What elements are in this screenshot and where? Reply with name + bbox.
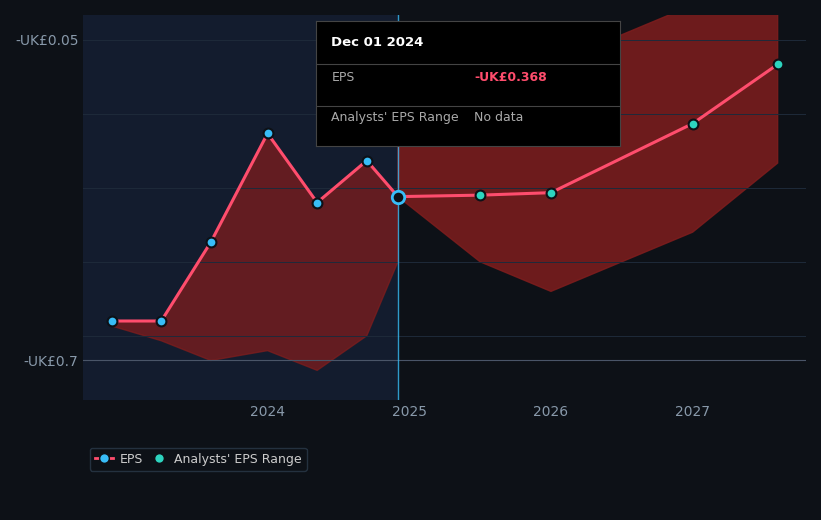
Point — [686, 120, 699, 128]
Legend: EPS, Analysts' EPS Range: EPS, Analysts' EPS Range — [89, 448, 307, 471]
Text: Analysts' EPS Range: Analysts' EPS Range — [331, 111, 459, 124]
Point — [154, 317, 167, 325]
Point — [204, 238, 218, 246]
Point — [544, 189, 557, 197]
Point — [771, 60, 784, 69]
Point — [261, 129, 274, 138]
Polygon shape — [112, 134, 398, 370]
Text: EPS: EPS — [331, 71, 355, 84]
Text: No data: No data — [474, 111, 524, 124]
Text: Actual: Actual — [349, 24, 391, 37]
Bar — [84, 15, 398, 400]
Polygon shape — [398, 0, 777, 291]
Text: Analysts Forecasts: Analysts Forecasts — [405, 24, 529, 37]
Text: Dec 01 2024: Dec 01 2024 — [331, 36, 424, 49]
Point — [392, 192, 405, 201]
Point — [474, 191, 487, 199]
Point — [310, 199, 323, 207]
Text: -UK£0.368: -UK£0.368 — [474, 71, 547, 84]
Point — [392, 192, 405, 201]
Bar — [398, 15, 806, 400]
Point — [360, 157, 374, 165]
Point — [105, 317, 118, 325]
